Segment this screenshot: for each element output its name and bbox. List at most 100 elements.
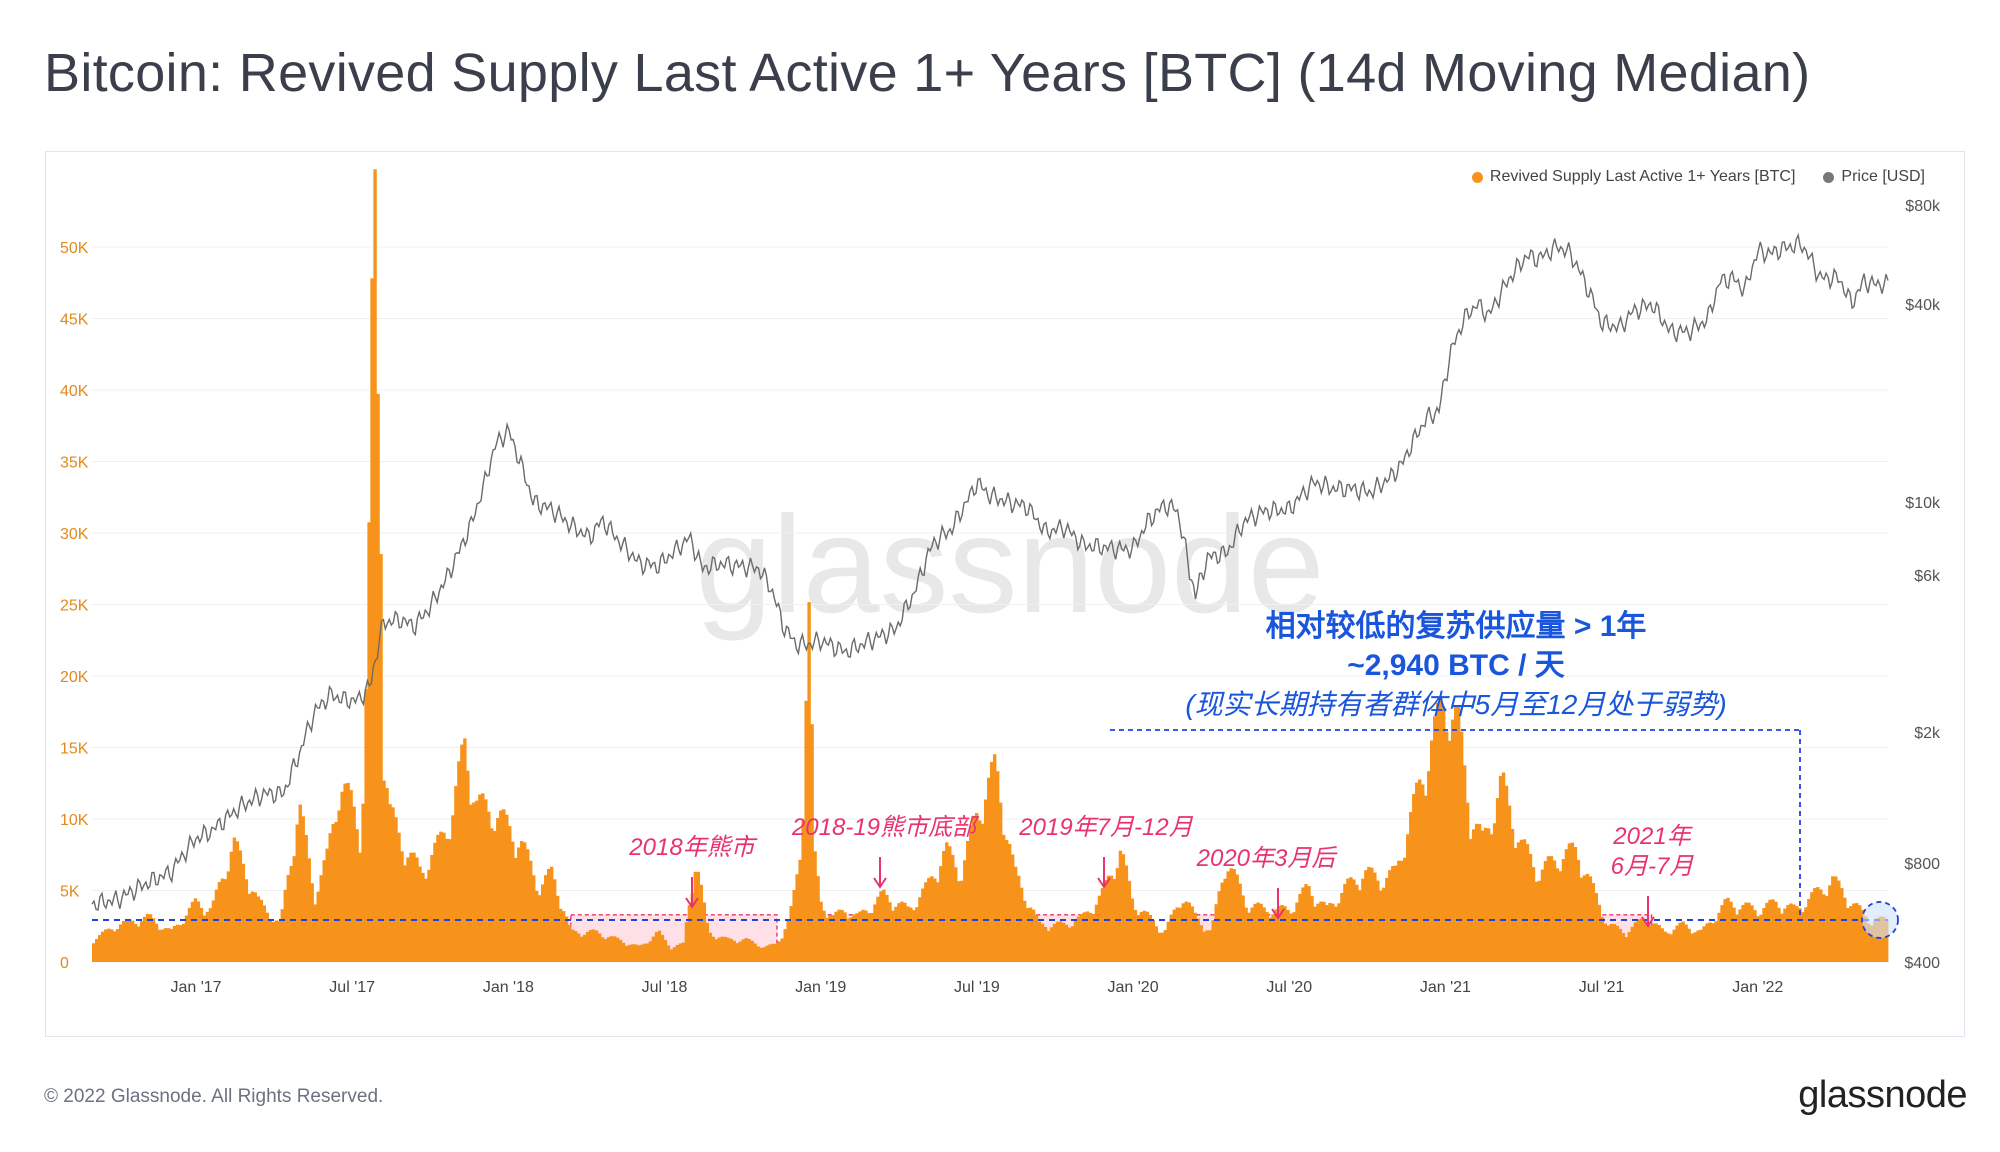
- supply-bar: [852, 914, 856, 962]
- supply-bar: [1690, 933, 1694, 962]
- supply-bar: [1028, 907, 1033, 962]
- supply-bar: [469, 804, 473, 962]
- supply-bar: [115, 929, 120, 962]
- supply-bar: [1298, 893, 1302, 962]
- supply-bar: [1373, 872, 1377, 962]
- supply-bar: [1331, 903, 1335, 962]
- supply-bar: [1621, 933, 1625, 962]
- supply-bar: [229, 851, 234, 962]
- supply-bar: [463, 738, 467, 962]
- supply-bar: [957, 881, 961, 962]
- supply-bar: [154, 923, 159, 962]
- supply-bar: [1747, 902, 1751, 962]
- supply-bar: [1337, 903, 1341, 962]
- supply-bar: [939, 866, 943, 962]
- supply-bar: [370, 278, 374, 962]
- supply-bar: [843, 912, 847, 962]
- supply-bar: [1094, 904, 1099, 962]
- supply-bar: [478, 794, 482, 962]
- supply-bar: [1813, 888, 1817, 962]
- supply-bar: [1852, 903, 1856, 962]
- supply-bar: [1064, 924, 1069, 962]
- supply-bar: [594, 930, 599, 962]
- supply-bar: [1319, 901, 1323, 962]
- supply-bar: [822, 910, 826, 962]
- supply-bar: [1184, 901, 1188, 962]
- supply-bar: [1187, 902, 1191, 962]
- supply-bar: [457, 761, 461, 962]
- supply-bar: [1163, 930, 1168, 962]
- supply-bar: [1594, 892, 1599, 962]
- supply-bar: [792, 889, 796, 962]
- supply-bar: [992, 754, 997, 962]
- supply-bar: [415, 857, 419, 962]
- supply-bar: [621, 942, 626, 962]
- supply-bar: [1310, 896, 1314, 962]
- supply-bar: [1046, 931, 1051, 962]
- supply-bar: [130, 920, 135, 962]
- supply-bar: [1669, 934, 1673, 962]
- legend-item-supply[interactable]: Revived Supply Last Active 1+ Years [BTC…: [1471, 168, 1795, 186]
- supply-bar: [484, 799, 488, 962]
- supply-bar: [741, 939, 745, 962]
- supply-bar: [1597, 904, 1602, 962]
- supply-bar: [523, 842, 527, 962]
- supply-bar: [750, 940, 754, 962]
- supply-bar: [1714, 921, 1718, 962]
- supply-bar: [322, 860, 326, 962]
- supply-bar: [1439, 700, 1443, 962]
- y-left-tick-label: 5K: [60, 884, 80, 901]
- supply-bar: [1022, 900, 1027, 962]
- supply-bar: [1091, 914, 1096, 962]
- supply-bar: [1816, 887, 1820, 962]
- y-right-tick-label: $10k: [1905, 495, 1941, 512]
- supply-bar: [1277, 906, 1281, 962]
- supply-bar: [454, 786, 458, 962]
- period-annotation-label: 2021年: [1612, 823, 1693, 850]
- supply-bar: [897, 903, 901, 962]
- supply-bar: [112, 931, 117, 962]
- callout-heading: 相对较低的复苏供应量 > 1年: [1266, 609, 1647, 643]
- supply-bar: [1343, 883, 1347, 962]
- supply-bar: [723, 936, 727, 962]
- supply-bar: [987, 777, 991, 962]
- supply-bar: [487, 811, 491, 962]
- supply-bar: [1067, 927, 1072, 962]
- supply-bar: [699, 884, 704, 962]
- supply-bar: [1513, 847, 1518, 962]
- supply-bar: [1409, 812, 1413, 962]
- supply-bar: [609, 936, 614, 962]
- price-dot-icon: [1823, 171, 1835, 183]
- supply-bar: [1528, 853, 1533, 962]
- supply-bar: [184, 915, 189, 962]
- annotation-arrow-head: [1271, 908, 1285, 920]
- supply-bar: [870, 913, 874, 962]
- supply-bar: [981, 823, 985, 962]
- supply-bar: [295, 824, 299, 962]
- supply-bar: [1085, 911, 1090, 962]
- supply-bar: [732, 940, 736, 962]
- supply-bar: [1738, 909, 1742, 962]
- supply-bar: [502, 809, 506, 962]
- supply-bar: [352, 806, 356, 962]
- y-right-tick-label: $800: [1904, 856, 1940, 873]
- supply-bar: [972, 815, 976, 962]
- supply-bar: [1229, 868, 1233, 962]
- supply-bar: [636, 945, 641, 962]
- y-left-tick-label: 40K: [60, 383, 89, 400]
- supply-bar: [909, 907, 913, 962]
- supply-bar: [1516, 842, 1521, 962]
- supply-bar: [995, 771, 1000, 962]
- supply-bar: [1430, 740, 1434, 962]
- supply-bar: [753, 943, 757, 962]
- supply-bar: [1325, 904, 1329, 962]
- supply-bar: [678, 943, 683, 962]
- supply-bar: [1247, 912, 1251, 962]
- supply-bar: [1424, 795, 1428, 962]
- supply-bar: [421, 872, 425, 962]
- supply-bar: [1777, 907, 1781, 962]
- supply-bar: [1172, 909, 1176, 962]
- supply-bar: [1037, 921, 1042, 962]
- legend-item-price[interactable]: Price [USD]: [1823, 168, 1925, 186]
- supply-bar: [1849, 906, 1853, 962]
